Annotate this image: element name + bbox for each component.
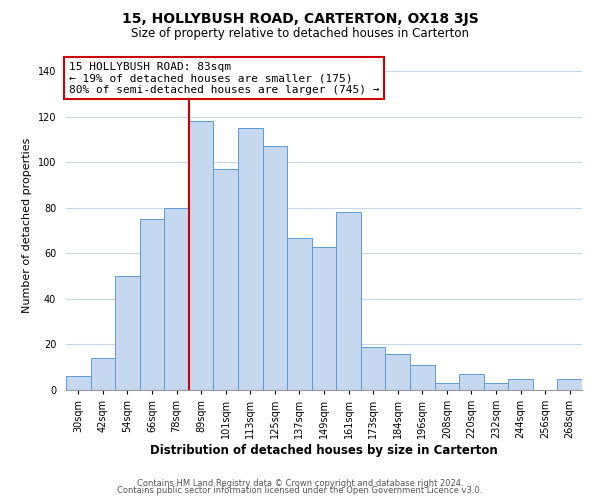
Text: Size of property relative to detached houses in Carterton: Size of property relative to detached ho… — [131, 28, 469, 40]
Bar — [410, 365, 434, 390]
Bar — [312, 246, 336, 390]
Bar — [263, 146, 287, 390]
Bar — [189, 122, 214, 390]
Bar — [361, 347, 385, 390]
Bar — [459, 374, 484, 390]
Bar — [140, 220, 164, 390]
Bar — [238, 128, 263, 390]
Bar — [91, 358, 115, 390]
Bar — [115, 276, 140, 390]
Bar — [484, 383, 508, 390]
Bar — [66, 376, 91, 390]
Bar — [287, 238, 312, 390]
Bar — [164, 208, 189, 390]
Bar — [336, 212, 361, 390]
Bar — [557, 378, 582, 390]
Text: Contains public sector information licensed under the Open Government Licence v3: Contains public sector information licen… — [118, 486, 482, 495]
Bar — [508, 378, 533, 390]
Bar — [214, 169, 238, 390]
X-axis label: Distribution of detached houses by size in Carterton: Distribution of detached houses by size … — [150, 444, 498, 457]
Text: 15 HOLLYBUSH ROAD: 83sqm
← 19% of detached houses are smaller (175)
80% of semi-: 15 HOLLYBUSH ROAD: 83sqm ← 19% of detach… — [68, 62, 379, 95]
Bar — [434, 383, 459, 390]
Text: Contains HM Land Registry data © Crown copyright and database right 2024.: Contains HM Land Registry data © Crown c… — [137, 478, 463, 488]
Text: 15, HOLLYBUSH ROAD, CARTERTON, OX18 3JS: 15, HOLLYBUSH ROAD, CARTERTON, OX18 3JS — [122, 12, 478, 26]
Y-axis label: Number of detached properties: Number of detached properties — [22, 138, 32, 312]
Bar — [385, 354, 410, 390]
